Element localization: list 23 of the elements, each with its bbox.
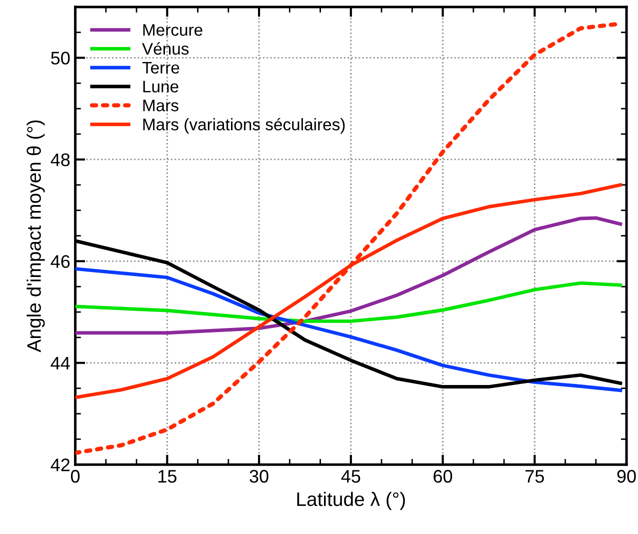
x-tick-label: 60 (434, 470, 452, 483)
line-series (75, 267, 622, 392)
x-axis-title: Latitude λ (°) (297, 492, 405, 510)
x-tick-label: 0 (70, 470, 80, 483)
x-tick-label: 45 (341, 470, 360, 483)
y-tick-label: 46 (50, 255, 70, 268)
x-tick-label: 90 (617, 470, 636, 483)
y-tick-label: 48 (50, 153, 70, 166)
legend-label: Lune (143, 80, 178, 92)
line-series (75, 216, 622, 335)
x-tick-label: 75 (526, 470, 544, 483)
y-tick-label: 44 (50, 357, 70, 370)
x-tick-label: 15 (158, 470, 176, 483)
legend-label: Mercure (143, 24, 202, 36)
y-tick-label: 42 (50, 458, 70, 472)
legend-label: Mars (variations séculaires) (143, 118, 345, 134)
y-tick-label: 50 (51, 52, 70, 65)
x-tick-label: 30 (250, 470, 268, 483)
legend-label: Terre (142, 62, 180, 74)
legend-label: Mars (143, 100, 178, 112)
y-axis-title: Angle d'impact moyen θ (°) (26, 120, 45, 352)
legend-label: Vénus (142, 42, 189, 55)
line-series (75, 281, 622, 323)
